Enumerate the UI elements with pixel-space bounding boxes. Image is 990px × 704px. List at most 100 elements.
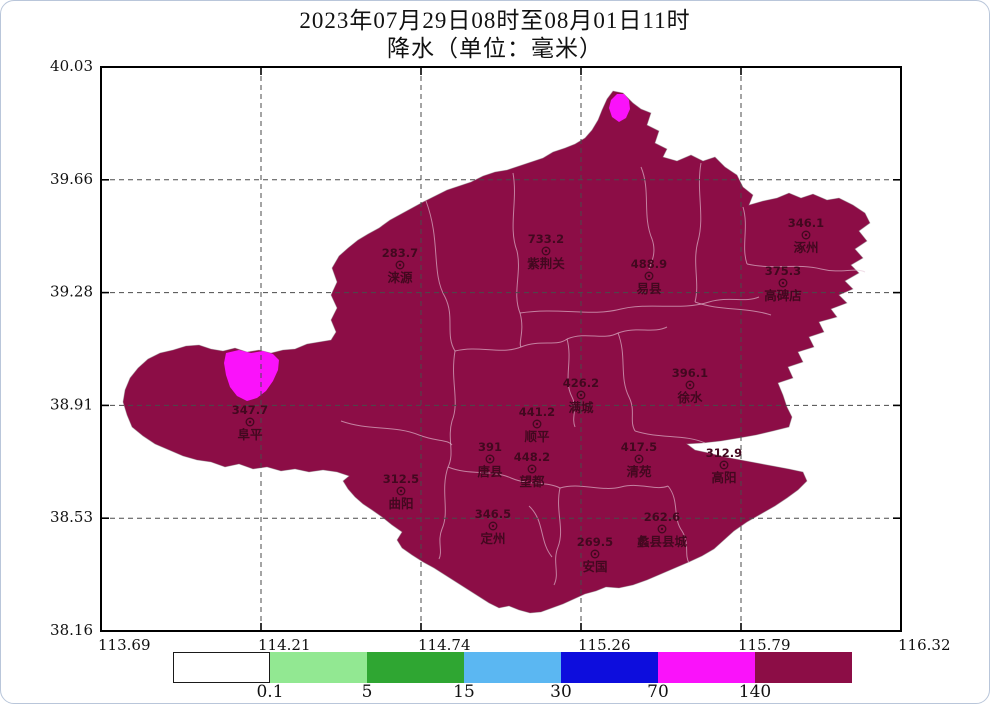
legend-box-1 <box>270 652 367 683</box>
x-axis-label: 115.79 <box>738 636 791 654</box>
station-涿州: 346.1 涿州 <box>788 216 824 255</box>
station-name: 涿州 <box>793 240 818 255</box>
legend-threshold-label: 30 <box>550 682 572 702</box>
station-name: 望都 <box>519 474 545 489</box>
station-name: 满城 <box>568 400 594 415</box>
station-value: 441.2 <box>519 405 555 419</box>
x-axis-label: 115.26 <box>578 636 631 654</box>
legend-box-3 <box>464 652 561 683</box>
legend-box-4 <box>561 652 658 683</box>
station-name: 涞源 <box>387 270 413 285</box>
station-name: 阜平 <box>237 427 263 442</box>
y-axis-label: 40.03 <box>50 57 93 75</box>
station-value: 347.7 <box>232 403 268 417</box>
station-阜平: 347.7 阜平 <box>232 403 268 442</box>
station-marker-icon <box>778 278 788 288</box>
axis-ticks <box>100 66 902 632</box>
station-name: 紫荆关 <box>527 256 565 271</box>
chart-title: 2023年07月29日08时至08月01日11时 降水（单位：毫米） <box>1 7 989 63</box>
station-name: 徐水 <box>676 390 703 405</box>
station-marker-icon <box>634 454 644 464</box>
legend-box-5 <box>658 652 755 683</box>
plot-frame <box>100 66 902 632</box>
station-marker-icon <box>527 464 537 474</box>
station-marker-icon <box>657 524 667 534</box>
station-marker-icon <box>485 454 495 464</box>
station-value: 488.9 <box>631 257 667 271</box>
y-axis-label: 38.53 <box>50 508 93 526</box>
station-清苑: 417.5 清苑 <box>621 440 657 479</box>
station-value: 283.7 <box>382 246 418 260</box>
station-value: 269.5 <box>577 535 613 549</box>
station-value: 417.5 <box>621 440 657 454</box>
station-value: 391 <box>478 440 502 454</box>
station-marker-icon <box>488 521 498 531</box>
legend-threshold-label: 5 <box>361 682 373 702</box>
station-value: 733.2 <box>528 232 564 246</box>
x-axis-label: 114.74 <box>418 636 471 654</box>
station-value: 346.5 <box>475 507 511 521</box>
station-value: 262.6 <box>644 510 680 524</box>
station-顺平: 441.2 顺平 <box>519 405 555 444</box>
x-axis-label: 113.69 <box>98 636 151 654</box>
station-唐县: 391 唐县 <box>477 440 503 479</box>
station-value: 312.5 <box>383 472 419 486</box>
station-marker-icon <box>590 549 600 559</box>
x-axis-label: 114.21 <box>258 636 311 654</box>
magenta-patch-north <box>609 94 630 122</box>
station-value: 346.1 <box>788 216 824 230</box>
station-name: 唐县 <box>477 464 503 479</box>
station-marker-icon <box>395 260 405 270</box>
station-marker-icon <box>685 380 695 390</box>
station-望都: 448.2 望都 <box>514 450 550 489</box>
gridlines <box>101 67 901 631</box>
station-value: 375.3 <box>765 264 801 278</box>
legend-threshold-label: 0.1 <box>256 682 284 702</box>
stations-layer: 283.7 涞源 733.2 紫荆关 488.9 易县 346.1 涿州 375.3 高碑店 396… <box>232 216 824 574</box>
station-marker-icon <box>541 246 551 256</box>
station-满城: 426.2 满城 <box>563 376 599 415</box>
station-曲阳: 312.5 曲阳 <box>383 472 419 511</box>
y-axis-label: 38.16 <box>50 621 93 639</box>
legend-threshold-label: 140 <box>738 682 772 702</box>
station-name: 易县 <box>636 281 662 296</box>
station-高碑店: 375.3 高碑店 <box>764 264 802 303</box>
station-marker-icon <box>576 390 586 400</box>
station-name: 高碑店 <box>764 288 802 303</box>
station-紫荆关: 733.2 紫荆关 <box>527 232 565 271</box>
station-value: 448.2 <box>514 450 550 464</box>
station-name: 顺平 <box>524 429 550 444</box>
station-name: 高阳 <box>711 470 736 485</box>
station-name: 蠡县县城 <box>637 534 688 549</box>
axis-labels: 113.69 114.21 114.74 115.26 115.79 116.32 40.0… <box>50 57 950 654</box>
legend-threshold-labels: 0.1 5 15 30 70 140 <box>173 682 852 703</box>
station-value: 312.9 <box>706 446 742 460</box>
station-marker-icon <box>245 417 255 427</box>
station-marker-icon <box>532 419 542 429</box>
region-layer <box>122 90 871 614</box>
station-易县: 488.9 易县 <box>631 257 667 296</box>
station-marker-icon <box>396 486 406 496</box>
title-line-period: 2023年07月29日08时至08月01日11时 <box>299 8 691 33</box>
station-定州: 346.5 定州 <box>475 507 511 546</box>
station-蠡县县城: 262.6 蠡县县城 <box>637 510 688 549</box>
legend-box-6 <box>755 652 852 683</box>
station-涞源: 283.7 涞源 <box>382 246 418 285</box>
station-安国: 269.5 安国 <box>577 535 613 574</box>
legend-threshold-label: 15 <box>453 682 475 702</box>
station-marker-icon <box>644 271 654 281</box>
title-line-units: 降水（单位：毫米） <box>387 36 603 62</box>
legend-box-0 <box>173 652 270 683</box>
magenta-patch-west <box>224 350 279 401</box>
x-axis-label: 116.32 <box>898 636 951 654</box>
region-polygon <box>122 90 871 614</box>
color-legend <box>173 652 852 683</box>
station-marker-icon <box>801 230 811 240</box>
legend-threshold-label: 70 <box>647 682 669 702</box>
station-name: 定州 <box>479 531 505 546</box>
station-徐水: 396.1 徐水 <box>672 366 708 405</box>
y-axis-label: 39.66 <box>50 170 93 188</box>
county-boundaries <box>340 162 866 586</box>
